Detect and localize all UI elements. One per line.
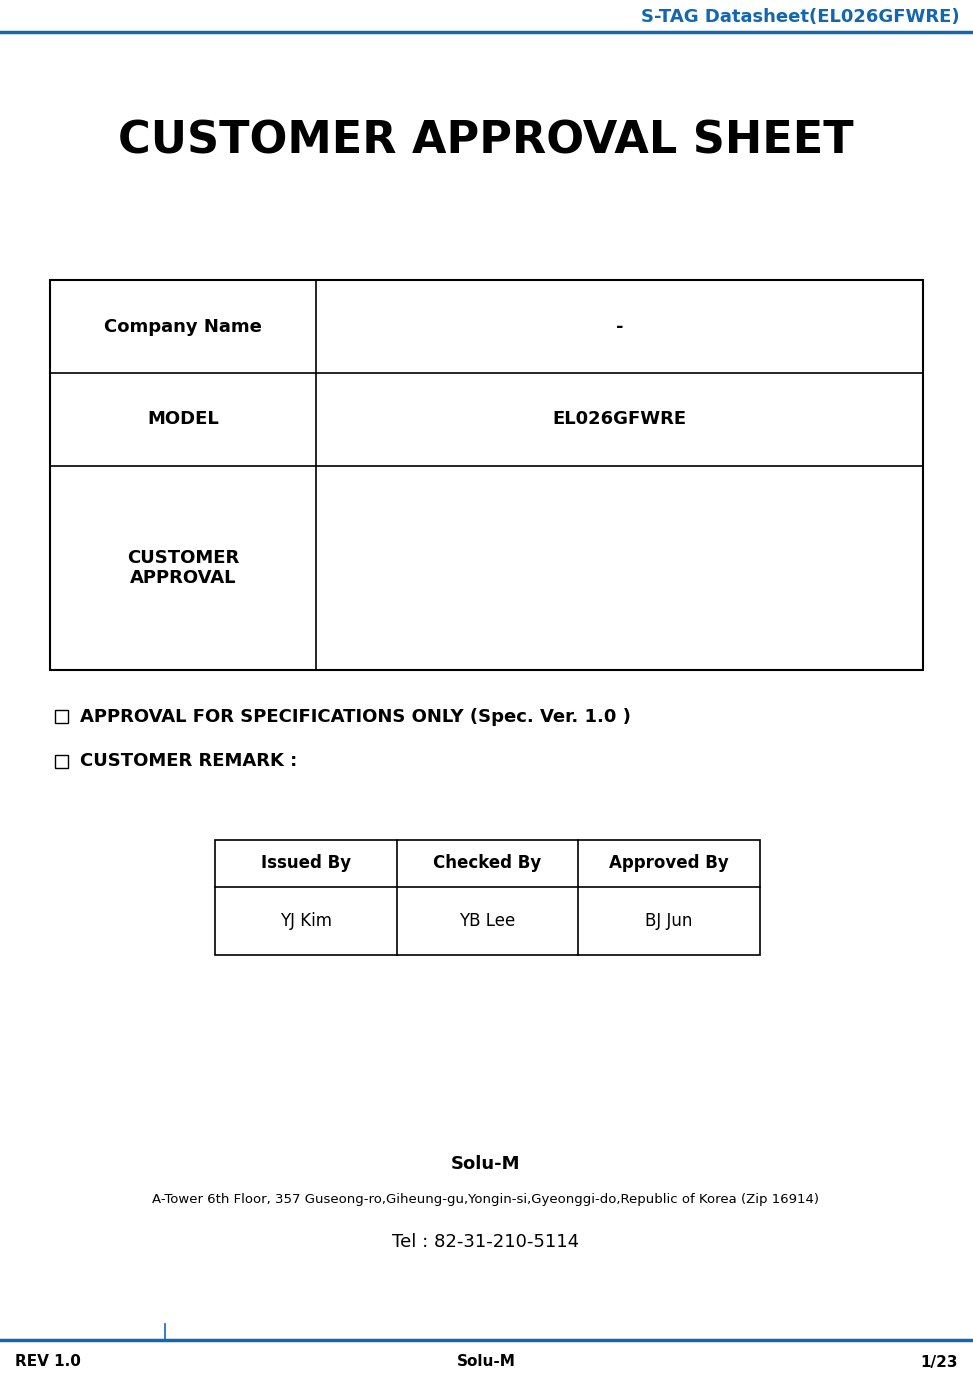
Text: REV 1.0: REV 1.0: [15, 1355, 81, 1370]
Bar: [55, 754, 68, 768]
Text: S-TAG Datasheet(EL026GFWRE): S-TAG Datasheet(EL026GFWRE): [641, 8, 960, 26]
Text: EL026GFWRE: EL026GFWRE: [553, 411, 687, 429]
Text: Approved By: Approved By: [609, 855, 729, 872]
Text: CUSTOMER APPROVAL SHEET: CUSTOMER APPROVAL SHEET: [118, 120, 854, 164]
Bar: [50, 280, 923, 671]
Text: BJ Jun: BJ Jun: [645, 912, 693, 930]
Text: Solu-M: Solu-M: [451, 1156, 521, 1173]
Text: Tel : 82-31-210-5114: Tel : 82-31-210-5114: [392, 1232, 580, 1250]
Text: A-Tower 6th Floor, 357 Guseong-ro,Giheung-gu,Yongin-si,Gyeonggi-do,Republic of K: A-Tower 6th Floor, 357 Guseong-ro,Giheun…: [153, 1193, 819, 1206]
Text: -: -: [616, 317, 624, 335]
Text: MODEL: MODEL: [147, 411, 219, 429]
Text: YB Lee: YB Lee: [459, 912, 516, 930]
Text: Solu-M: Solu-M: [456, 1355, 516, 1370]
Text: CUSTOMER REMARK :: CUSTOMER REMARK :: [80, 753, 297, 771]
Text: Checked By: Checked By: [433, 855, 542, 872]
Text: Company Name: Company Name: [104, 317, 262, 335]
Text: Issued By: Issued By: [261, 855, 351, 872]
Bar: [215, 840, 760, 955]
Text: 1/23: 1/23: [920, 1355, 958, 1370]
Text: CUSTOMER
APPROVAL: CUSTOMER APPROVAL: [127, 548, 239, 588]
Bar: [55, 710, 68, 723]
Text: APPROVAL FOR SPECIFICATIONS ONLY (Spec. Ver. 1.0 ): APPROVAL FOR SPECIFICATIONS ONLY (Spec. …: [80, 708, 631, 725]
Text: YJ Kim: YJ Kim: [280, 912, 332, 930]
